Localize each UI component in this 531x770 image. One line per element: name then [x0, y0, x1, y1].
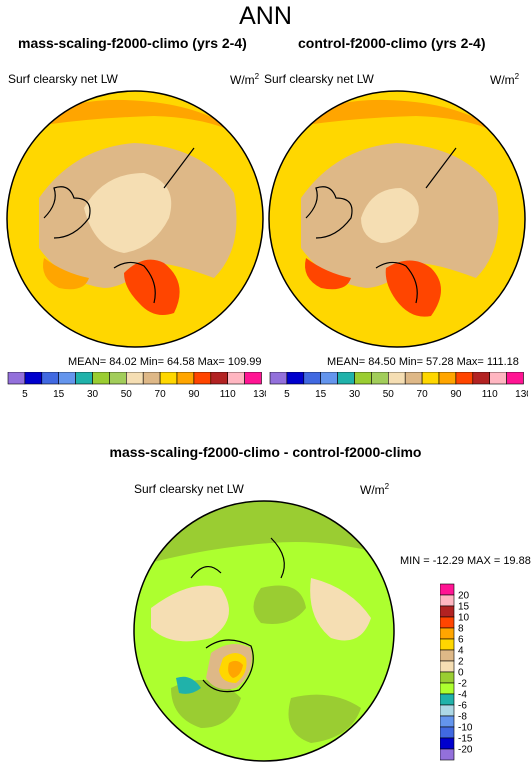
- left-colorbar-swatch: [227, 372, 245, 385]
- right-colorbar-swatch: [354, 372, 372, 385]
- diff-colorbar-tick-label: 10: [458, 613, 470, 624]
- left-colorbar-swatch: [142, 372, 161, 385]
- diff-colorbar-tick-label: -10: [458, 723, 473, 734]
- diff-colorbar-swatch: [440, 594, 455, 607]
- diff-minmax: MIN = -12.29 MAX = 19.88: [400, 555, 531, 567]
- right-colorbar-swatch: [269, 372, 288, 385]
- diff-panel-title: mass-scaling-f2000-climo - control-f2000…: [109, 444, 422, 460]
- diff-colorbar-tick-label: 4: [458, 646, 464, 657]
- diff-colorbar-tick-label: -6: [458, 701, 467, 712]
- right-stats: MEAN= 84.50 Min= 57.28 Max= 111.18: [327, 356, 519, 368]
- diff-colorbar-swatch: [440, 704, 455, 717]
- left-panel-title: mass-scaling-f2000-climo (yrs 2-4): [18, 35, 247, 51]
- diff-colorbar-tick-label: 0: [458, 668, 464, 679]
- right-colorbar-swatch: [489, 372, 507, 385]
- left-colorbar-swatch: [244, 372, 262, 385]
- diff-colorbar-swatch: [440, 616, 455, 629]
- left-colorbar-swatch: [24, 372, 43, 385]
- left-stats: MEAN= 84.02 Min= 64.58 Max= 109.99: [68, 356, 262, 368]
- right-colorbar-tick-label: 15: [315, 389, 327, 400]
- left-colorbar-swatch: [7, 372, 26, 385]
- diff-colorbar-swatch: [440, 715, 455, 728]
- left-colorbar-tick-label: 5: [22, 389, 28, 400]
- right-colorbar-swatch: [404, 372, 423, 385]
- diff-colorbar-tick-label: 15: [458, 602, 470, 613]
- left-polar-map: [6, 90, 264, 348]
- right-colorbar-swatch: [421, 372, 440, 385]
- left-colorbar: 5 15 30 50 70 90 110 130: [7, 372, 266, 400]
- diff-colorbar-tick-label: -2: [458, 679, 467, 690]
- left-colorbar-swatch: [109, 372, 127, 385]
- right-colorbar-tick-label: 70: [417, 389, 429, 400]
- diff-colorbar-swatch: [440, 726, 455, 739]
- left-units-label: W/m2: [230, 72, 260, 87]
- right-units-label: W/m2: [490, 72, 520, 87]
- right-polar-map: [268, 90, 526, 348]
- right-colorbar-tick-label: 50: [383, 389, 395, 400]
- diff-polar-map: [133, 500, 395, 762]
- right-colorbar-swatch: [286, 372, 305, 385]
- left-colorbar-swatch: [176, 372, 195, 385]
- diff-colorbar-tick-label: -4: [458, 690, 467, 701]
- left-colorbar-tick-label: 130: [253, 389, 266, 400]
- right-colorbar-swatch: [506, 372, 524, 385]
- right-colorbar-swatch: [472, 372, 491, 385]
- left-colorbar-tick-label: 110: [220, 389, 236, 400]
- left-colorbar-tick-label: 15: [53, 389, 65, 400]
- right-colorbar-swatch: [337, 372, 355, 385]
- right-colorbar-tick-label: 130: [515, 389, 528, 400]
- right-colorbar-tick-label: 110: [482, 389, 498, 400]
- left-colorbar-swatch: [41, 372, 59, 385]
- left-colorbar-swatch: [58, 372, 76, 385]
- right-variable-label: Surf clearsky net LW: [264, 72, 374, 86]
- left-colorbar-swatch: [75, 372, 93, 385]
- diff-colorbar-tick-label: 8: [458, 624, 464, 635]
- right-colorbar-swatch: [371, 372, 389, 385]
- right-colorbar-swatch: [320, 372, 338, 385]
- right-colorbar-swatch: [303, 372, 321, 385]
- right-colorbar-tick-label: 5: [284, 389, 290, 400]
- right-colorbar-swatch: [455, 372, 474, 385]
- left-colorbar-swatch: [210, 372, 229, 385]
- diff-colorbar-swatch: [440, 627, 455, 640]
- diff-colorbar-tick-label: -8: [458, 712, 467, 723]
- left-colorbar-swatch: [126, 372, 144, 385]
- left-colorbar-swatch: [193, 372, 212, 385]
- diff-colorbar-swatch: [440, 649, 455, 662]
- diff-colorbar-tick-label: 6: [458, 635, 464, 646]
- left-colorbar-tick-label: 30: [87, 389, 99, 400]
- diff-colorbar-swatch: [440, 748, 455, 761]
- diff-colorbar-swatch: [440, 638, 455, 651]
- diff-colorbar-tick-label: -20: [458, 745, 473, 756]
- diff-colorbar-tick-label: 2: [458, 657, 464, 668]
- left-colorbar-tick-label: 70: [155, 389, 167, 400]
- right-colorbar-swatch: [438, 372, 457, 385]
- diff-units-label: W/m2: [360, 482, 390, 497]
- diff-colorbar-swatch: [440, 605, 455, 618]
- right-colorbar: 5 15 30 50 70 90 110 130: [269, 372, 528, 400]
- diff-colorbar-tick-label: 20: [458, 591, 470, 602]
- diff-colorbar-swatch: [440, 693, 455, 706]
- left-colorbar-tick-label: 90: [188, 389, 200, 400]
- left-colorbar-swatch: [159, 372, 178, 385]
- diff-colorbar-swatch: [440, 660, 455, 673]
- right-colorbar-tick-label: 90: [450, 389, 462, 400]
- left-colorbar-swatch: [92, 372, 110, 385]
- diff-colorbar-swatch: [440, 583, 455, 596]
- left-colorbar-tick-label: 50: [121, 389, 133, 400]
- main-title: ANN: [239, 2, 292, 30]
- diff-colorbar-swatch: [440, 671, 455, 684]
- left-variable-label: Surf clearsky net LW: [8, 72, 118, 86]
- diff-colorbar-swatch: [440, 682, 455, 695]
- diff-colorbar-tick-label: -15: [458, 734, 473, 745]
- right-colorbar-swatch: [388, 372, 406, 385]
- diff-colorbar-swatch: [440, 737, 455, 750]
- right-colorbar-tick-label: 30: [349, 389, 361, 400]
- right-panel-title: control-f2000-climo (yrs 2-4): [298, 35, 486, 51]
- diff-variable-label: Surf clearsky net LW: [134, 482, 244, 496]
